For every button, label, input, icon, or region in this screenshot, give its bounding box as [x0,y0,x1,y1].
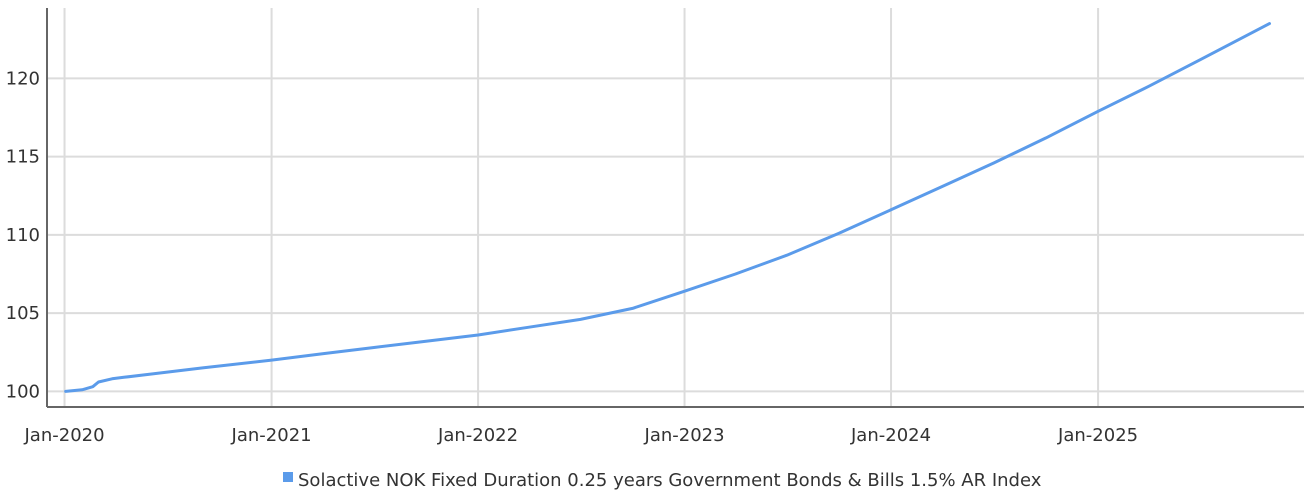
x-tick-label: Jan-2024 [850,425,931,446]
x-tick-label: Jan-2021 [231,425,312,446]
y-tick-label: 110 [6,225,40,246]
series-layer [64,22,1271,393]
tick-label-layer: 100 105 110 115 120 Jan-2020 Jan-2021 Jan-2022 J… [6,68,1138,446]
legend-swatch [283,472,293,482]
y-tick-label: 105 [6,303,40,324]
axis-layer [46,8,1304,408]
x-tick-label: Jan-2023 [644,425,725,446]
series-line [64,22,1271,393]
x-tick-label: Jan-2025 [1057,425,1138,446]
y-tick-label: 115 [6,147,40,168]
legend: Solactive NOK Fixed Duration 0.25 years … [283,470,1042,491]
y-tick-label: 100 [6,381,40,402]
x-tick-label: Jan-2022 [437,425,518,446]
legend-label: Solactive NOK Fixed Duration 0.25 years … [298,470,1042,491]
y-tick-label: 120 [6,68,40,89]
grid-layer [47,8,1304,407]
x-tick-label: Jan-2020 [24,425,105,446]
